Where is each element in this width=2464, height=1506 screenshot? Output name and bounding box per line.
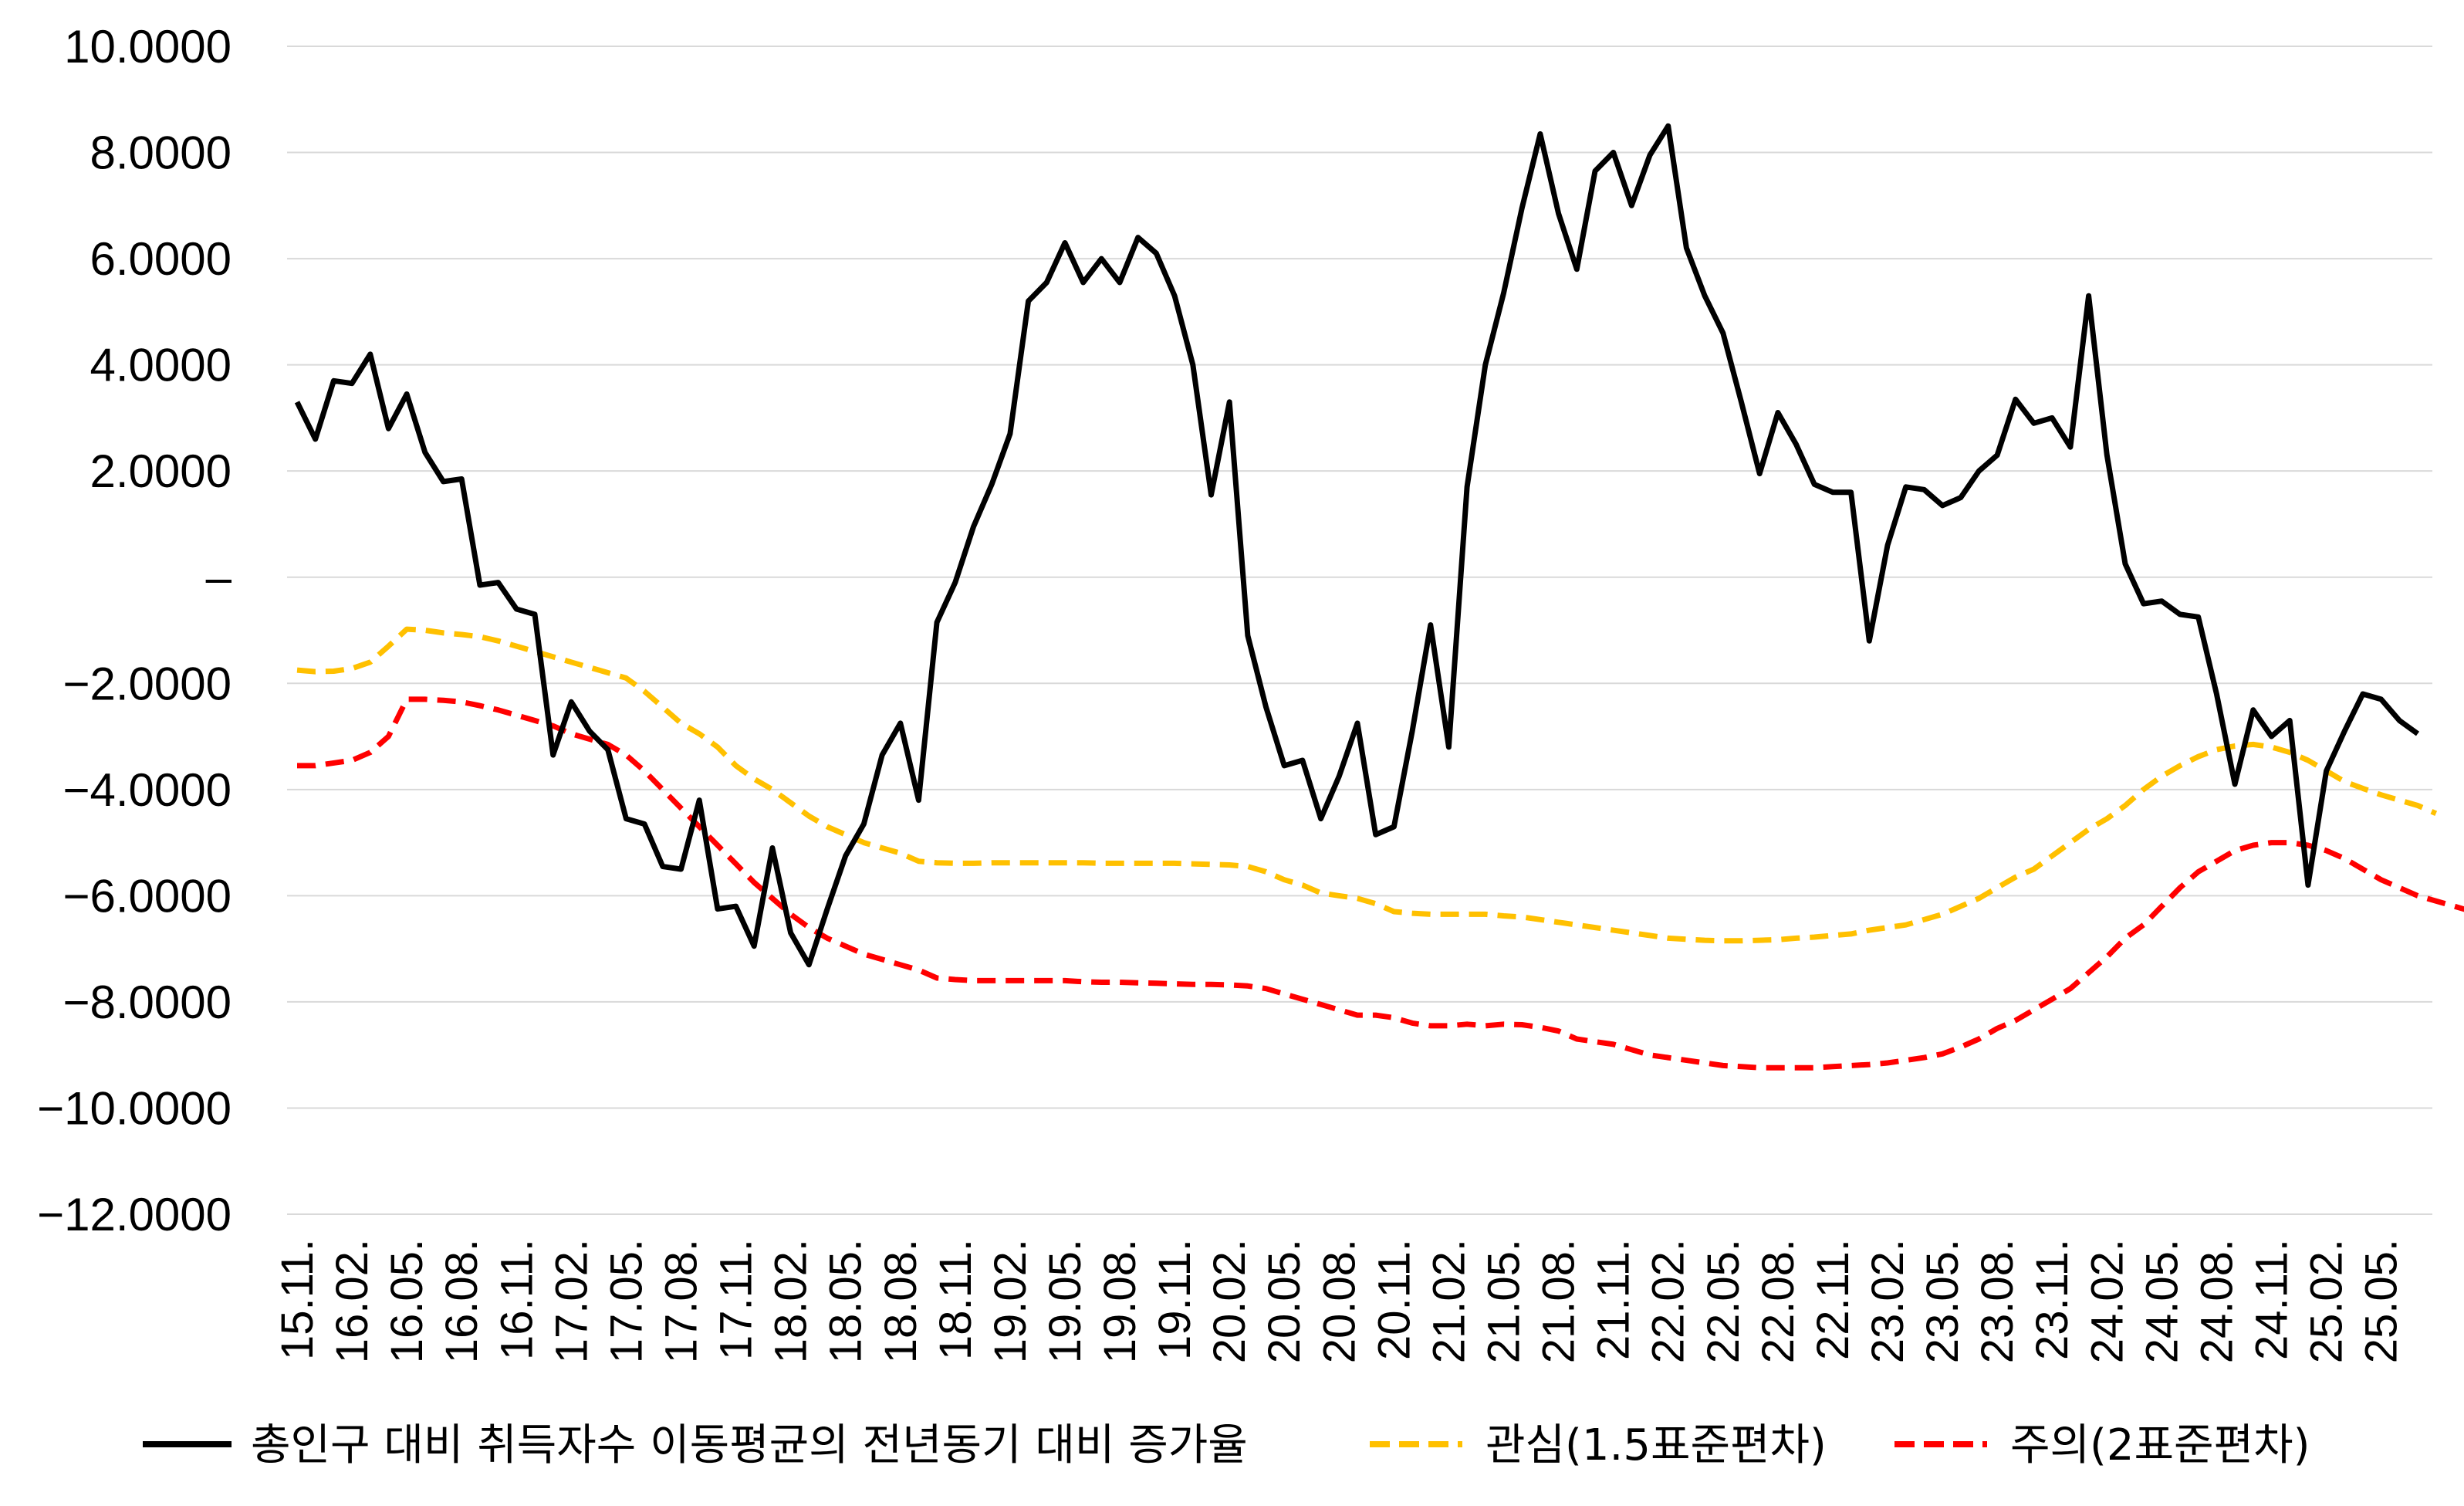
x-tick-label: 16.05. [382,1239,432,1363]
legend-item-acquirers-growth: 총인구 대비 취득자수 이동평균의 전년동기 대비 증가율 [143,1420,1248,1470]
legend-label-caution: 관심(1.5표준편차) [1485,1420,1827,1470]
x-tick-label: 16.02. [327,1239,377,1363]
y-axis-tick-labels: 10.0000 8.0000 6.0000 4.0000 2.0000 – −2.0000 −… [37,21,232,1240]
x-tick-label: 18.08. [876,1239,926,1363]
x-tick-label: 20.08. [1314,1239,1364,1363]
y-tick-label: −12.0000 [37,1189,232,1240]
x-tick-label: 19.11. [1150,1239,1200,1360]
series-line-0 [294,123,2420,968]
x-tick-label: 25.02. [2302,1239,2352,1363]
x-tick-label: 22.08. [1753,1239,1803,1363]
x-tick-label: 21.08. [1534,1239,1584,1363]
x-tick-label: 17.05. [601,1239,651,1363]
x-tick-label: 22.02. [1644,1239,1694,1363]
x-tick-label: 23.08. [1972,1239,2023,1363]
x-tick-label: 19.05. [1040,1239,1090,1363]
y-tick-label: −8.0000 [63,976,232,1028]
x-tick-label: 21.11. [1589,1239,1639,1360]
x-tick-label: 24.02. [2082,1239,2132,1363]
x-tick-label: 24.05. [2137,1239,2187,1363]
legend-item-caution: 관심(1.5표준편차) [1370,1420,1827,1470]
y-tick-label: – [206,552,232,604]
y-tick-label: 4.0000 [90,340,232,391]
series-line-2 [297,696,2464,1071]
x-axis-tick-labels: 15.11. 16.02. 16.05. 16.08. 16.11. 17.02. 17.0… [272,1239,2407,1363]
y-tick-label: −4.0000 [63,764,232,816]
y-tick-label: 2.0000 [90,445,232,497]
x-tick-label: 21.02. [1424,1239,1474,1363]
x-tick-label: 23.05. [1918,1239,1968,1363]
x-tick-label: 23.02. [1863,1239,1913,1363]
x-tick-label: 24.11. [2246,1239,2297,1360]
x-tick-label: 19.08. [1095,1239,1145,1363]
y-tick-label: −10.0000 [37,1082,232,1134]
legend: 총인구 대비 취득자수 이동평균의 전년동기 대비 증가율 관심(1.5표준편차… [143,1420,2310,1470]
y-tick-label: 10.0000 [64,21,232,73]
x-tick-label: 23.11. [2027,1239,2077,1360]
x-tick-label: 16.08. [437,1239,487,1363]
x-tick-label: 15.11. [272,1239,323,1360]
y-tick-label: 6.0000 [90,233,232,285]
legend-item-warning: 주의(2표준편차) [1894,1420,2310,1470]
x-tick-label: 25.05. [2357,1239,2407,1363]
x-tick-label: 17.11. [711,1239,762,1360]
legend-label-warning: 주의(2표준편차) [2010,1420,2310,1470]
y-tick-label: −6.0000 [63,870,232,922]
x-tick-label: 24.08. [2192,1239,2242,1363]
x-tick-label: 22.05. [1698,1239,1749,1363]
x-tick-label: 20.05. [1259,1239,1310,1363]
x-tick-label: 17.02. [546,1239,597,1363]
x-tick-label: 21.05. [1479,1239,1529,1363]
legend-label-acquirers-growth: 총인구 대비 취득자수 이동평균의 전년동기 대비 증가율 [251,1420,1248,1470]
x-tick-label: 17.08. [656,1239,706,1363]
series-line-1 [296,626,2438,944]
x-tick-label: 16.11. [492,1239,542,1360]
x-tick-label: 22.11. [1808,1239,1858,1360]
x-tick-label: 20.02. [1205,1239,1255,1363]
x-tick-label: 20.11. [1369,1239,1419,1360]
x-tick-label: 18.05. [821,1239,871,1363]
x-tick-label: 18.02. [766,1239,816,1363]
x-tick-label: 18.11. [931,1239,981,1360]
gridlines [287,46,2432,1215]
y-tick-label: 8.0000 [90,127,232,179]
x-tick-label: 19.02. [985,1239,1036,1363]
y-tick-label: −2.0000 [63,658,232,709]
series-lines [294,123,2464,1071]
